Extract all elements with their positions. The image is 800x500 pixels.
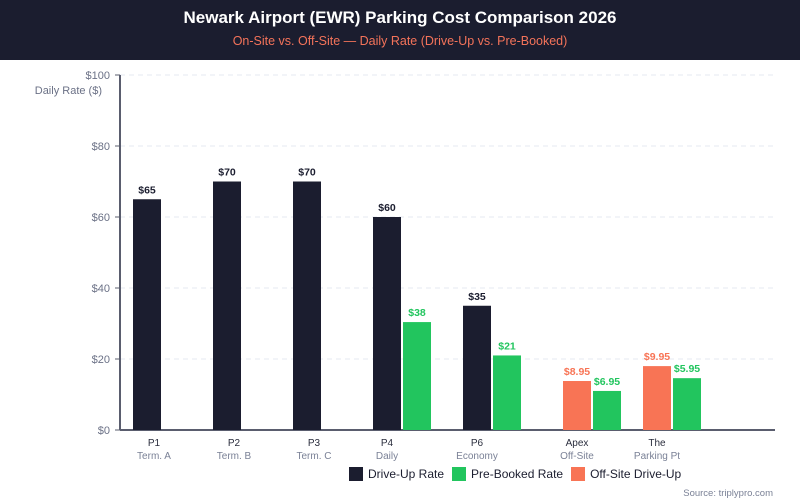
bar-value-label: $60 bbox=[378, 202, 396, 214]
bar-value-label: $70 bbox=[218, 167, 236, 179]
chart-subtitle: On-Site vs. Off-Site — Daily Rate (Drive… bbox=[232, 34, 568, 48]
x-tick-label: P6 bbox=[471, 438, 484, 449]
bar-value-label: $65 bbox=[138, 184, 156, 196]
bar-value-label: $38 bbox=[408, 307, 426, 319]
bar-drive-up bbox=[463, 305, 491, 430]
x-tick-label: P2 bbox=[228, 438, 241, 449]
legend: Drive-Up Rate Pre-Booked Rate Off-Site D… bbox=[349, 467, 689, 481]
x-tick-sublabel: Parking Pt bbox=[634, 451, 680, 462]
bar-value-label: $8.95 bbox=[564, 366, 590, 378]
bar-pre-booked bbox=[403, 322, 431, 430]
x-tick-sublabel: Term. B bbox=[217, 451, 252, 462]
x-tick-label: P3 bbox=[308, 438, 321, 449]
bar-off-site bbox=[563, 381, 591, 430]
bar-value-label: $35 bbox=[468, 291, 486, 303]
x-tick-label: Apex bbox=[566, 438, 589, 449]
x-tick-sublabel: Off-Site bbox=[560, 451, 594, 462]
chart-title: Newark Airport (EWR) Parking Cost Compar… bbox=[183, 8, 617, 27]
legend-swatch-drive-up bbox=[349, 467, 363, 481]
x-tick-label: P4 bbox=[381, 438, 394, 449]
bar-pre-booked bbox=[493, 355, 521, 430]
legend-swatch-off-site bbox=[571, 467, 586, 481]
y-tick-label: $0 bbox=[98, 425, 110, 437]
y-tick-label: $80 bbox=[92, 141, 110, 153]
bar-value-label: $6.95 bbox=[594, 376, 620, 388]
bar-pre-booked bbox=[673, 378, 701, 430]
x-tick-sublabel: Term. C bbox=[297, 451, 332, 462]
bar-value-label: $21 bbox=[498, 340, 516, 352]
legend-label: Drive-Up Rate bbox=[368, 467, 445, 481]
x-tick-sublabel: Economy bbox=[456, 451, 498, 462]
x-tick-label: P1 bbox=[148, 438, 161, 449]
legend-swatch-pre-booked bbox=[452, 467, 467, 481]
y-axis-label: Daily Rate ($) bbox=[35, 85, 102, 97]
x-tick-sublabel: Daily bbox=[376, 451, 398, 462]
y-tick-label: $60 bbox=[92, 212, 110, 224]
bar-drive-up bbox=[213, 181, 241, 430]
y-tick-label: $40 bbox=[92, 283, 110, 295]
y-tick-label: $100 bbox=[86, 70, 110, 82]
y-tick-label: $20 bbox=[92, 354, 110, 366]
legend-item-pre-booked: Pre-Booked Rate bbox=[452, 467, 563, 481]
bar-drive-up bbox=[373, 217, 401, 430]
bar-drive-up bbox=[133, 199, 161, 430]
legend-item-off-site: Off-Site Drive-Up bbox=[571, 467, 681, 481]
bar-pre-booked bbox=[593, 390, 621, 430]
legend-label: Off-Site Drive-Up bbox=[590, 467, 682, 481]
legend-item-drive-up: Drive-Up Rate bbox=[349, 467, 444, 481]
bar-off-site bbox=[643, 366, 671, 430]
x-tick-label: The bbox=[648, 438, 666, 449]
bar-drive-up bbox=[293, 181, 321, 430]
x-tick-sublabel: Term. A bbox=[137, 451, 171, 462]
bar-value-label: $70 bbox=[298, 167, 316, 179]
chart-header: Newark Airport (EWR) Parking Cost Compar… bbox=[0, 0, 800, 60]
bar-value-label: $9.95 bbox=[644, 351, 670, 363]
bar-value-label: $5.95 bbox=[674, 363, 700, 375]
legend-label: Pre-Booked Rate bbox=[471, 467, 564, 481]
source-note: Source: triplypro.com bbox=[683, 488, 773, 499]
